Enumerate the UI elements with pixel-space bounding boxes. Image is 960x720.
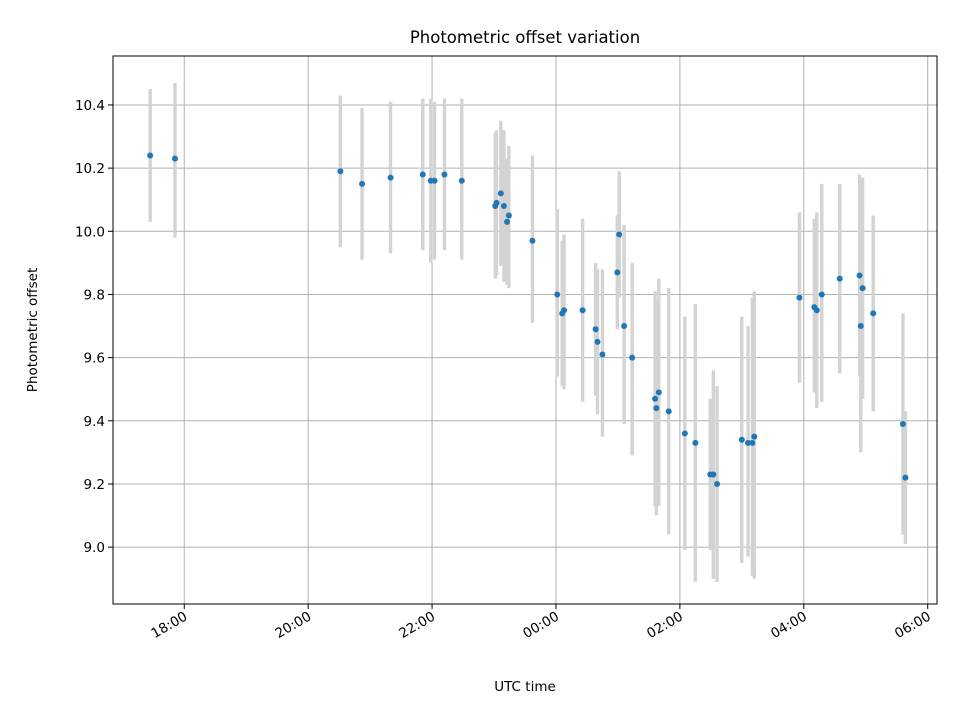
data-point [387, 174, 394, 181]
data-point [836, 275, 843, 282]
data-point [859, 285, 866, 292]
data-point [652, 395, 659, 402]
data-point [614, 269, 621, 276]
x-axis-label: UTC time [494, 679, 556, 695]
data-point [749, 439, 756, 446]
data-point [419, 171, 426, 178]
data-point [147, 152, 154, 159]
data-point [710, 471, 717, 478]
data-point [857, 323, 864, 330]
y-axis-label: Photometric offset [25, 268, 41, 392]
data-point [505, 212, 512, 219]
data-point [751, 433, 758, 440]
data-point [431, 177, 438, 184]
data-point [500, 203, 507, 210]
data-point [594, 338, 601, 345]
data-point [665, 408, 672, 415]
data-point [554, 291, 561, 298]
data-point [171, 155, 178, 162]
y-axis-ticks: 9.0 9.2 9.4 9.6 9.8 10.0 10.2 10.4 [75, 98, 113, 556]
y-tick-label: 9.8 [84, 287, 105, 303]
data-point [592, 326, 599, 333]
data-point [504, 218, 511, 225]
data-point [629, 354, 636, 361]
y-tick-label: 9.2 [84, 477, 105, 493]
data-point [692, 439, 699, 446]
data-point [856, 272, 863, 279]
data-point [337, 168, 344, 175]
data-point [653, 405, 660, 412]
data-points [147, 152, 909, 487]
data-point [529, 237, 536, 244]
data-point [458, 177, 465, 184]
y-tick-label: 9.0 [84, 540, 105, 556]
data-point [738, 436, 745, 443]
data-point [441, 171, 448, 178]
data-point [599, 351, 606, 358]
data-point [813, 307, 820, 314]
plot-frame [112, 55, 938, 605]
y-tick-label: 9.4 [84, 414, 105, 430]
data-point [493, 199, 500, 206]
y-tick-label: 10.4 [75, 98, 105, 114]
data-point [561, 307, 568, 314]
y-tick-label: 9.6 [84, 351, 105, 367]
y-tick-label: 10.0 [75, 224, 105, 240]
chart-title: Photometric offset variation [410, 28, 640, 47]
data-point [745, 439, 752, 446]
data-point [497, 190, 504, 197]
data-point [616, 231, 623, 238]
data-point [870, 310, 877, 317]
data-point [902, 474, 909, 481]
data-point [899, 420, 906, 427]
data-point [359, 180, 366, 187]
data-point [714, 480, 721, 487]
data-point [681, 430, 688, 437]
data-point [621, 323, 628, 330]
data-point [655, 389, 662, 396]
y-tick-label: 10.2 [75, 161, 105, 177]
data-point [579, 307, 586, 314]
data-point [796, 294, 803, 301]
data-point [818, 291, 825, 298]
